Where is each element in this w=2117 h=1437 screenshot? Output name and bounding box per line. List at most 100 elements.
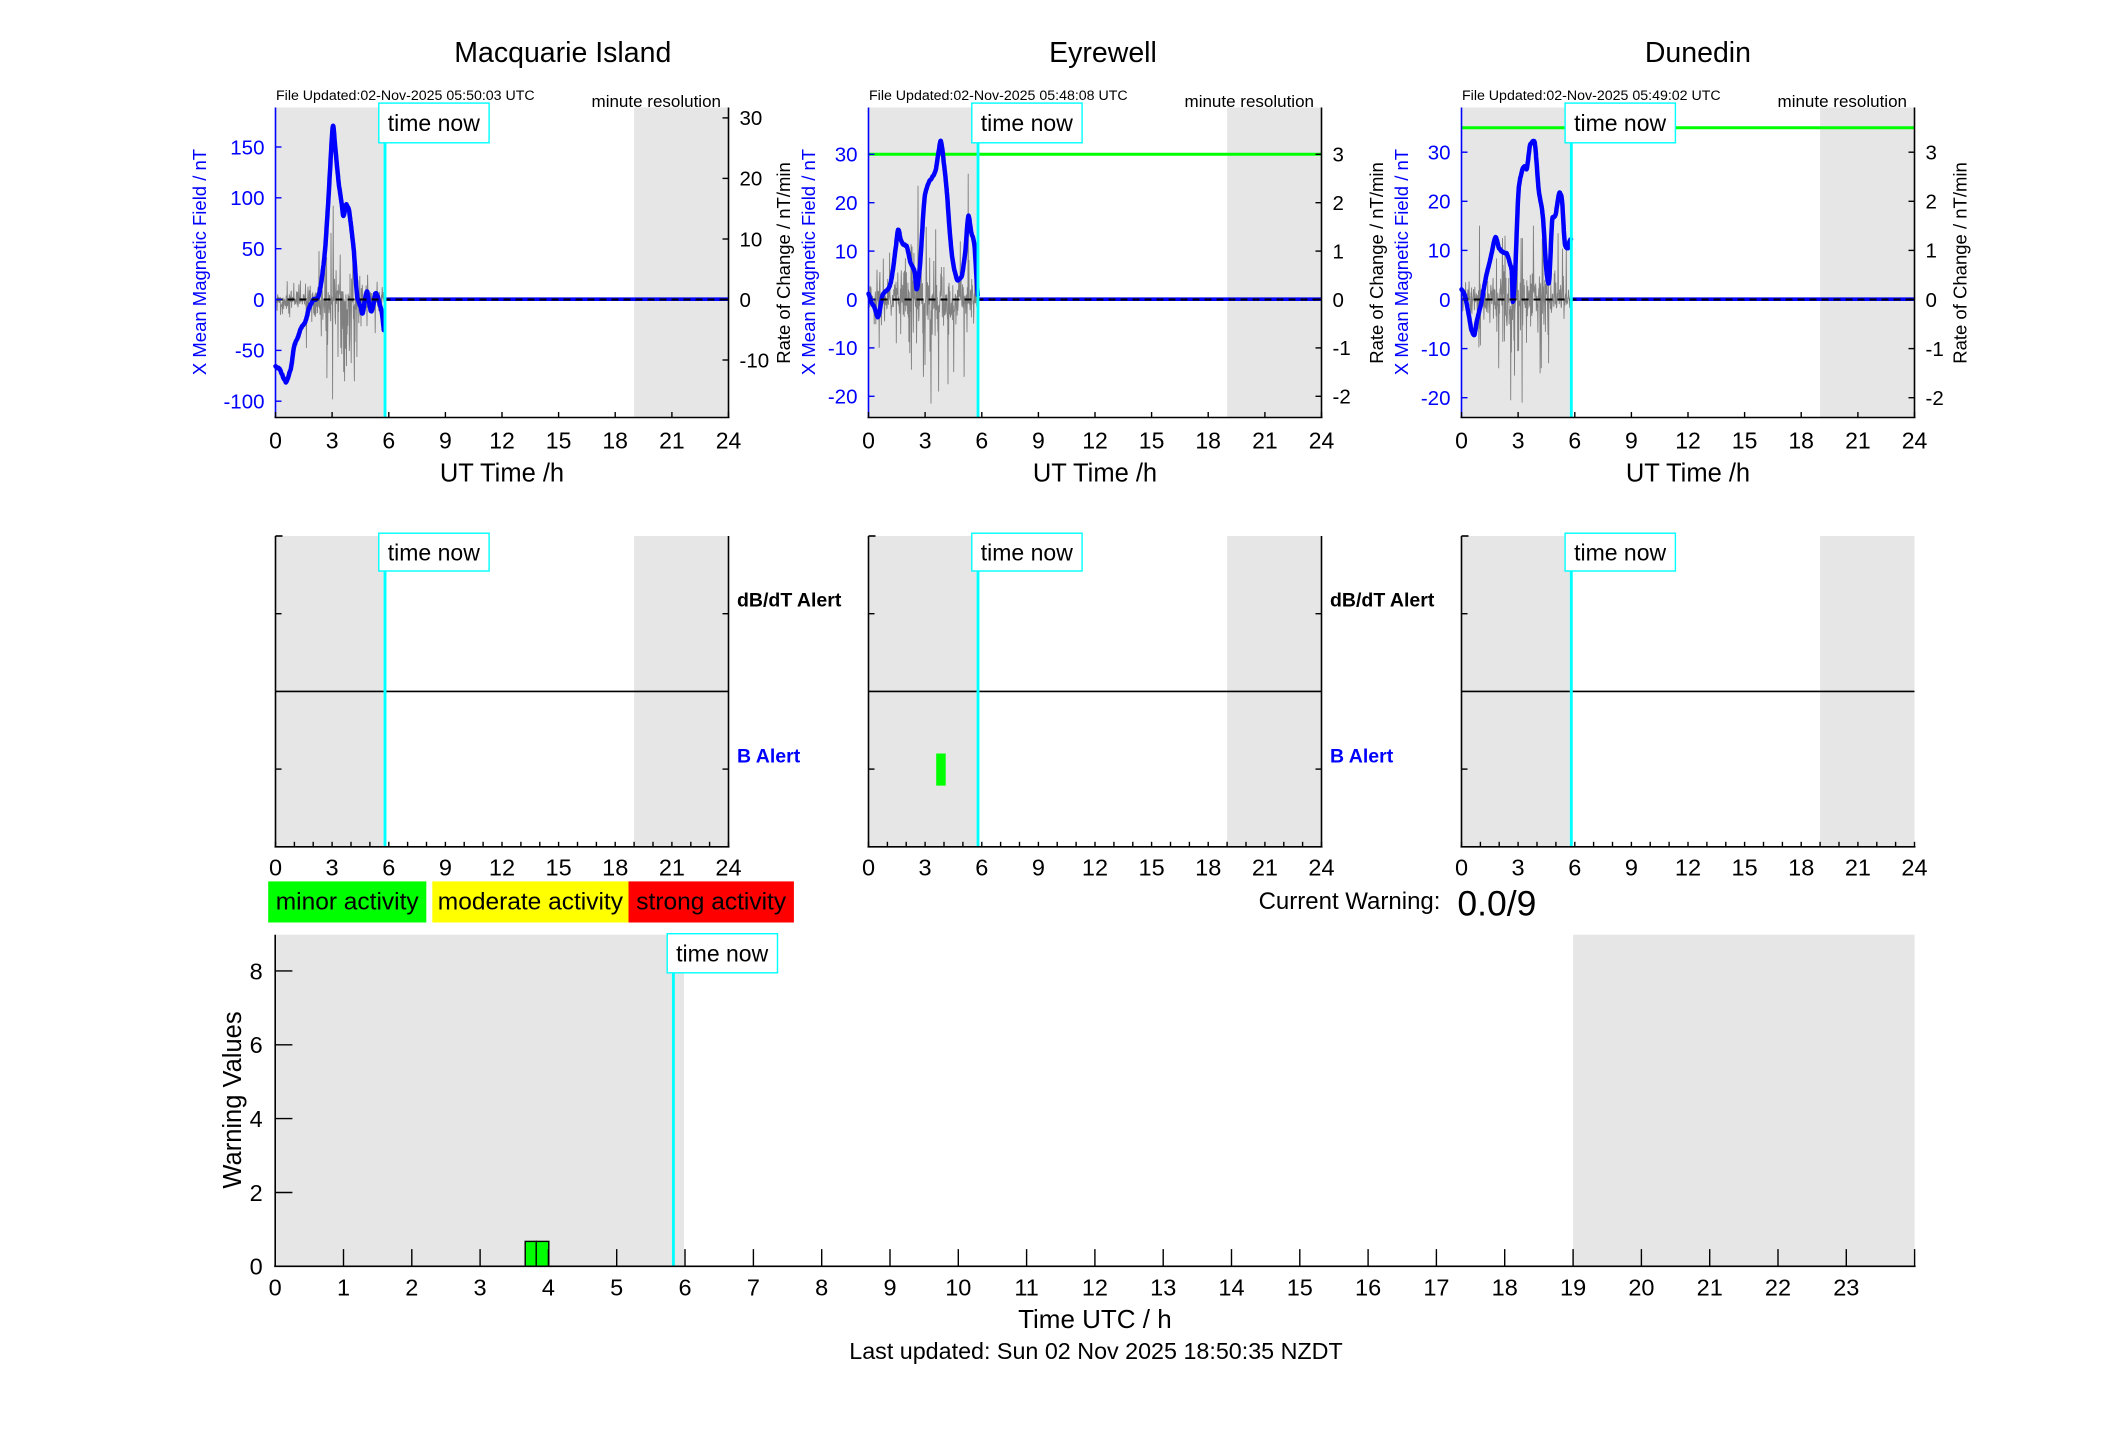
svg-text:24: 24 xyxy=(1308,855,1334,881)
svg-text:6: 6 xyxy=(1568,855,1581,881)
svg-text:minor activity: minor activity xyxy=(276,889,420,916)
svg-text:6: 6 xyxy=(1568,427,1581,453)
svg-text:minute resolution: minute resolution xyxy=(592,92,721,111)
svg-text:Rate of Change / nT/min: Rate of Change / nT/min xyxy=(1950,162,1971,364)
svg-text:0: 0 xyxy=(250,1254,263,1280)
svg-text:dB/dT Alert: dB/dT Alert xyxy=(1330,589,1435,611)
svg-text:6: 6 xyxy=(975,855,988,881)
svg-text:15: 15 xyxy=(1139,427,1165,453)
svg-text:21: 21 xyxy=(659,855,685,881)
svg-text:11: 11 xyxy=(1014,1275,1038,1301)
svg-text:UT Time /h: UT Time /h xyxy=(1626,460,1750,488)
svg-text:10: 10 xyxy=(835,240,858,263)
svg-text:15: 15 xyxy=(1139,855,1165,881)
svg-text:B Alert: B Alert xyxy=(737,746,801,768)
svg-text:100: 100 xyxy=(230,187,264,210)
svg-text:0: 0 xyxy=(1455,855,1468,881)
svg-text:12: 12 xyxy=(1082,427,1108,453)
svg-text:12: 12 xyxy=(1082,855,1108,881)
svg-text:18: 18 xyxy=(1492,1275,1518,1301)
svg-text:12: 12 xyxy=(1082,1275,1108,1301)
svg-text:minute resolution: minute resolution xyxy=(1185,92,1314,111)
svg-text:0: 0 xyxy=(269,1275,282,1301)
svg-text:9: 9 xyxy=(439,427,452,453)
svg-text:B Alert: B Alert xyxy=(1330,746,1394,768)
svg-text:3: 3 xyxy=(919,427,932,453)
svg-text:21: 21 xyxy=(1252,427,1278,453)
svg-text:-10: -10 xyxy=(1421,338,1451,361)
svg-text:50: 50 xyxy=(242,238,265,261)
svg-text:21: 21 xyxy=(659,427,685,453)
svg-text:2: 2 xyxy=(250,1180,263,1206)
svg-text:10: 10 xyxy=(740,228,763,251)
svg-text:0.0/9: 0.0/9 xyxy=(1457,884,1536,924)
svg-text:9: 9 xyxy=(883,1275,896,1301)
svg-text:10: 10 xyxy=(1428,240,1451,263)
svg-text:12: 12 xyxy=(489,855,515,881)
svg-text:time now: time now xyxy=(388,539,480,565)
svg-text:1: 1 xyxy=(1926,240,1937,263)
svg-text:1: 1 xyxy=(337,1275,350,1301)
svg-text:-1: -1 xyxy=(1926,338,1944,361)
svg-text:Warning Values: Warning Values xyxy=(219,1011,247,1188)
svg-text:2: 2 xyxy=(405,1275,418,1301)
svg-text:18: 18 xyxy=(602,855,628,881)
svg-text:0: 0 xyxy=(740,289,751,312)
svg-text:17: 17 xyxy=(1423,1275,1449,1301)
svg-text:150: 150 xyxy=(230,136,264,159)
svg-text:15: 15 xyxy=(1732,427,1758,453)
svg-text:Rate of Change / nT/min: Rate of Change / nT/min xyxy=(773,162,794,364)
svg-text:15: 15 xyxy=(546,427,572,453)
svg-text:0: 0 xyxy=(253,289,264,312)
svg-text:2: 2 xyxy=(1333,192,1344,215)
svg-text:0: 0 xyxy=(862,855,875,881)
svg-text:-100: -100 xyxy=(223,391,264,414)
svg-text:Rate of Change / nT/min: Rate of Change / nT/min xyxy=(1366,162,1387,364)
svg-text:6: 6 xyxy=(975,427,988,453)
svg-text:12: 12 xyxy=(1675,855,1701,881)
svg-text:moderate activity: moderate activity xyxy=(438,889,624,916)
svg-text:-10: -10 xyxy=(740,349,770,372)
svg-text:15: 15 xyxy=(1287,1275,1313,1301)
svg-text:22: 22 xyxy=(1765,1275,1791,1301)
svg-text:18: 18 xyxy=(602,427,628,453)
svg-text:File Updated:02-Nov-2025 05:49: File Updated:02-Nov-2025 05:49:02 UTC xyxy=(1462,88,1721,104)
svg-text:time now: time now xyxy=(388,110,480,136)
svg-text:time now: time now xyxy=(1574,539,1666,565)
svg-text:0: 0 xyxy=(846,289,857,312)
svg-text:4: 4 xyxy=(542,1275,555,1301)
svg-text:Last updated: Sun 02 Nov 2025: Last updated: Sun 02 Nov 2025 18:50:35 N… xyxy=(849,1338,1342,1364)
svg-text:7: 7 xyxy=(747,1275,760,1301)
svg-text:time now: time now xyxy=(981,539,1073,565)
svg-text:6: 6 xyxy=(382,427,395,453)
svg-text:Eyrewell: Eyrewell xyxy=(1049,37,1157,69)
svg-text:8: 8 xyxy=(815,1275,828,1301)
svg-text:X Mean Magnetic Field / nT: X Mean Magnetic Field / nT xyxy=(189,149,210,375)
svg-text:1: 1 xyxy=(1333,240,1344,263)
svg-text:8: 8 xyxy=(250,958,263,984)
svg-text:18: 18 xyxy=(1195,855,1221,881)
svg-text:24: 24 xyxy=(1901,855,1927,881)
svg-text:9: 9 xyxy=(439,855,452,881)
svg-text:24: 24 xyxy=(1902,427,1928,453)
svg-text:12: 12 xyxy=(1675,427,1701,453)
svg-text:12: 12 xyxy=(489,427,515,453)
svg-text:16: 16 xyxy=(1355,1275,1381,1301)
svg-text:23: 23 xyxy=(1833,1275,1859,1301)
svg-text:Dunedin: Dunedin xyxy=(1645,37,1751,69)
svg-text:time now: time now xyxy=(1574,110,1666,136)
svg-text:0: 0 xyxy=(1926,289,1937,312)
svg-text:30: 30 xyxy=(835,144,858,167)
svg-text:3: 3 xyxy=(326,427,339,453)
svg-text:6: 6 xyxy=(678,1275,691,1301)
svg-text:18: 18 xyxy=(1788,855,1814,881)
svg-text:15: 15 xyxy=(546,855,572,881)
svg-text:30: 30 xyxy=(740,107,763,130)
svg-text:13: 13 xyxy=(1150,1275,1176,1301)
svg-text:18: 18 xyxy=(1195,427,1221,453)
svg-text:-2: -2 xyxy=(1926,387,1944,410)
svg-text:3: 3 xyxy=(1512,427,1525,453)
svg-text:21: 21 xyxy=(1697,1275,1723,1301)
svg-text:3: 3 xyxy=(919,855,932,881)
svg-text:9: 9 xyxy=(1625,427,1638,453)
